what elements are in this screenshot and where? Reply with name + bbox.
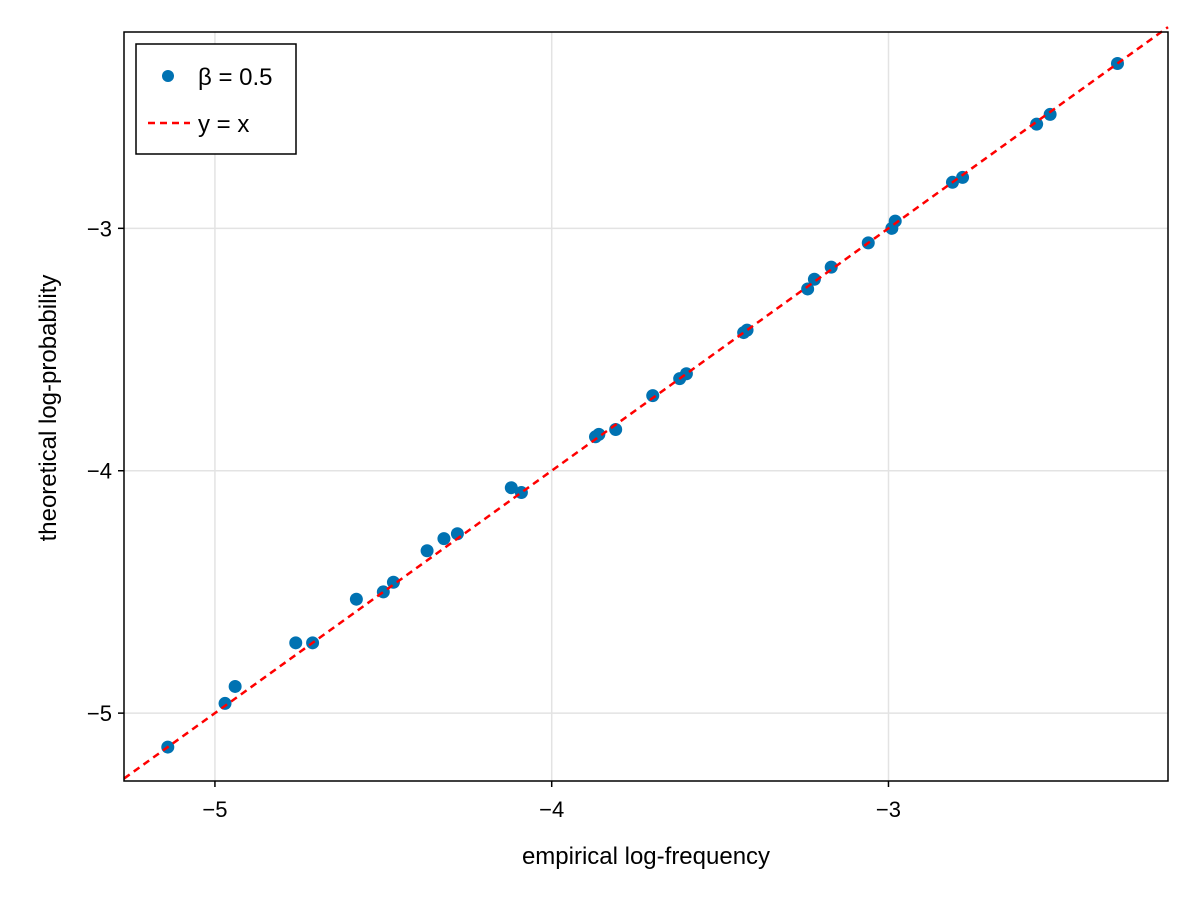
- data-point: [349, 592, 363, 606]
- data-point: [420, 544, 434, 558]
- x-tick-label: −3: [876, 797, 901, 822]
- data-point: [228, 679, 242, 693]
- reference-line-layer: [123, 26, 1169, 780]
- y-tick-label: −5: [87, 701, 112, 726]
- x-tick-label: −5: [202, 797, 227, 822]
- legend-label-line: y = x: [198, 111, 249, 138]
- data-point: [437, 532, 451, 546]
- plot-frame: [123, 31, 1169, 782]
- legend-marker-points: [162, 70, 174, 82]
- axis-ticks: −5 −4 −3 −5 −4 −3: [87, 216, 901, 822]
- data-point: [646, 389, 660, 403]
- grid-lines: [124, 32, 1168, 781]
- legend-box: [135, 43, 297, 155]
- data-point: [289, 636, 303, 650]
- data-point: [218, 696, 232, 710]
- data-point: [504, 481, 518, 495]
- legend: β = 0.5 y = x: [135, 43, 297, 155]
- data-point: [807, 272, 821, 286]
- y-axis-label: theoretical log-probability: [35, 275, 62, 542]
- legend-label-points: β = 0.5: [198, 64, 273, 91]
- x-axis-label: empirical log-frequency: [522, 843, 770, 870]
- x-tick-label: −4: [539, 797, 564, 822]
- y-tick-label: −4: [87, 459, 112, 484]
- data-point: [888, 214, 902, 228]
- y-tick-label: −3: [87, 216, 112, 241]
- data-point: [1030, 117, 1044, 131]
- reference-line-y-equals-x: [123, 26, 1169, 780]
